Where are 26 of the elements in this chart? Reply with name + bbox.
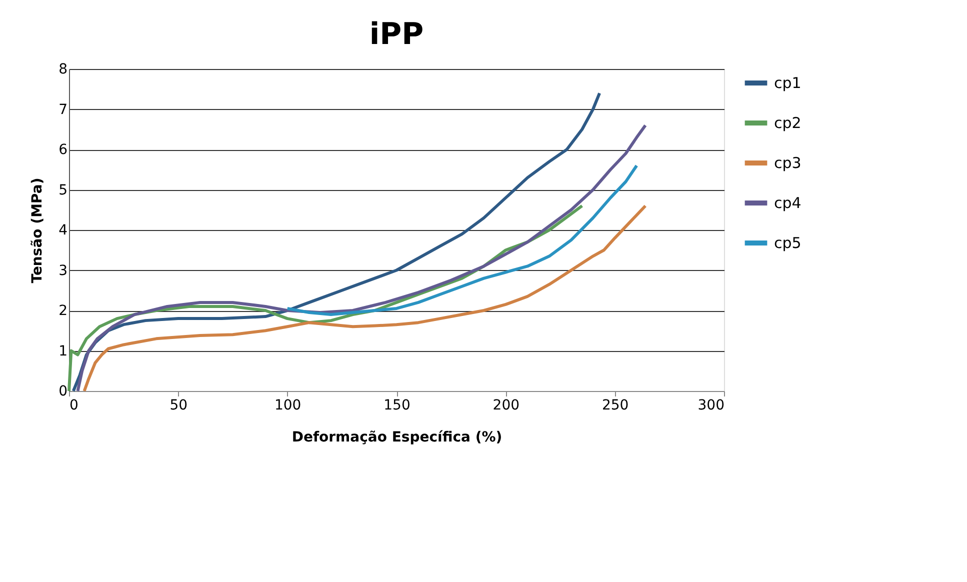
legend-label: cp4 xyxy=(774,194,802,212)
y-tick-label: 6 xyxy=(58,142,68,158)
y-axis-title: Tensão (MPa) xyxy=(30,178,46,284)
x-axis-title: Deformação Específica (%) xyxy=(292,430,502,446)
x-tick-label: 150 xyxy=(384,398,410,414)
x-tick-label: 50 xyxy=(170,398,188,414)
x-tick-label: 0 xyxy=(70,398,78,414)
y-tick-label: 8 xyxy=(58,62,68,78)
x-tick-label: 200 xyxy=(492,398,520,414)
legend-label: cp5 xyxy=(774,234,802,252)
chart-title: iPP xyxy=(369,17,424,52)
y-tick-label: 5 xyxy=(58,182,68,198)
y-tick-label: 3 xyxy=(58,262,68,279)
y-tick-label: 2 xyxy=(58,303,68,319)
y-tick-label: 1 xyxy=(58,343,68,360)
y-tick-label: 7 xyxy=(58,102,68,118)
y-tick-label: 4 xyxy=(58,222,68,238)
legend-label: cp3 xyxy=(774,154,802,172)
legend-label: cp1 xyxy=(774,74,802,92)
y-tick-label: 0 xyxy=(58,384,68,400)
x-tick-label: 250 xyxy=(602,398,629,414)
x-tick-label: 300 xyxy=(698,398,724,414)
line-series xyxy=(76,124,647,392)
line-series xyxy=(286,164,638,316)
x-tick-label: 100 xyxy=(274,398,302,414)
legend-label: cp2 xyxy=(774,114,802,132)
